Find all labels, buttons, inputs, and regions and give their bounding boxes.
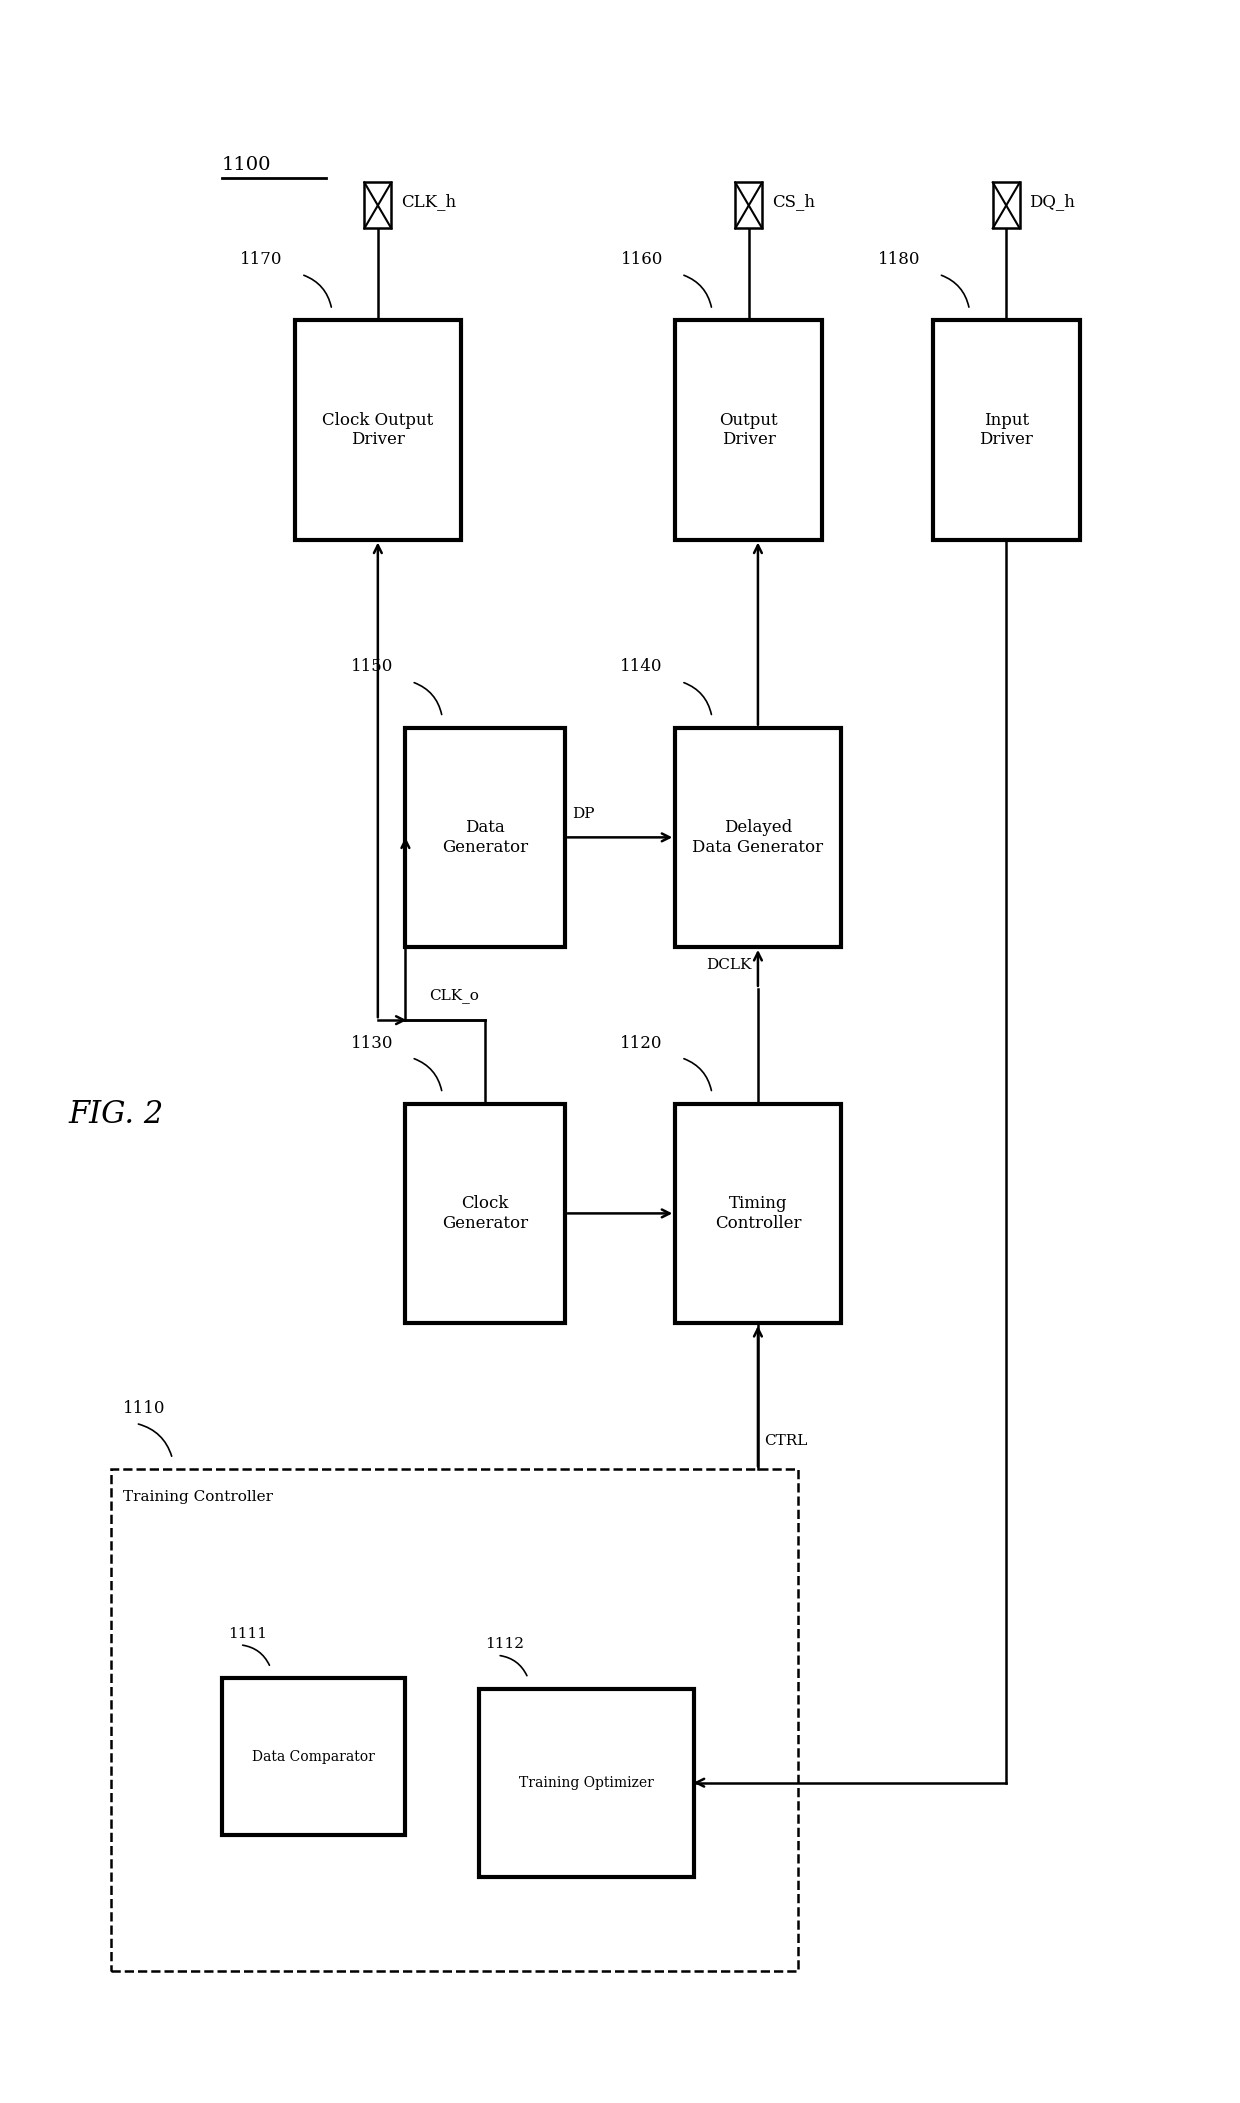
- Text: DQ_h: DQ_h: [1029, 193, 1075, 210]
- Bar: [993, 183, 1019, 229]
- Bar: [932, 320, 1080, 540]
- Bar: [735, 183, 763, 229]
- Text: DP: DP: [572, 808, 594, 820]
- Text: 1120: 1120: [620, 1035, 663, 1052]
- Text: 1130: 1130: [351, 1035, 393, 1052]
- Text: Training Controller: Training Controller: [124, 1491, 274, 1504]
- Bar: [479, 1689, 693, 1876]
- Text: CLK_h: CLK_h: [401, 193, 456, 210]
- Text: Data Comparator: Data Comparator: [252, 1750, 374, 1764]
- Text: DCLK: DCLK: [707, 959, 751, 972]
- Text: Training Optimizer: Training Optimizer: [518, 1775, 653, 1790]
- Text: 1112: 1112: [485, 1636, 525, 1651]
- Bar: [405, 728, 565, 946]
- Text: Delayed
Data Generator: Delayed Data Generator: [692, 818, 823, 856]
- Bar: [295, 320, 460, 540]
- Text: 1170: 1170: [241, 250, 283, 267]
- Text: FIG. 2: FIG. 2: [68, 1098, 164, 1129]
- Text: Output
Driver: Output Driver: [719, 412, 777, 448]
- Text: Input
Driver: Input Driver: [980, 412, 1033, 448]
- Bar: [112, 1470, 797, 1971]
- Text: Timing
Controller: Timing Controller: [714, 1195, 801, 1232]
- Text: 1110: 1110: [124, 1401, 166, 1417]
- Text: 1150: 1150: [351, 658, 393, 675]
- Bar: [675, 320, 822, 540]
- Text: 1100: 1100: [222, 156, 272, 175]
- Bar: [675, 728, 841, 946]
- Text: 1140: 1140: [620, 658, 663, 675]
- Text: CS_h: CS_h: [773, 193, 815, 210]
- Text: 1180: 1180: [878, 250, 920, 267]
- Text: Clock
Generator: Clock Generator: [443, 1195, 528, 1232]
- Text: CLK_o: CLK_o: [429, 988, 479, 1003]
- Bar: [222, 1678, 405, 1836]
- Text: Clock Output
Driver: Clock Output Driver: [322, 412, 434, 448]
- Text: 1160: 1160: [620, 250, 663, 267]
- Text: 1111: 1111: [228, 1626, 267, 1640]
- Bar: [405, 1104, 565, 1323]
- Text: Data
Generator: Data Generator: [443, 818, 528, 856]
- Text: CTRL: CTRL: [764, 1434, 807, 1449]
- Bar: [365, 183, 392, 229]
- Bar: [675, 1104, 841, 1323]
